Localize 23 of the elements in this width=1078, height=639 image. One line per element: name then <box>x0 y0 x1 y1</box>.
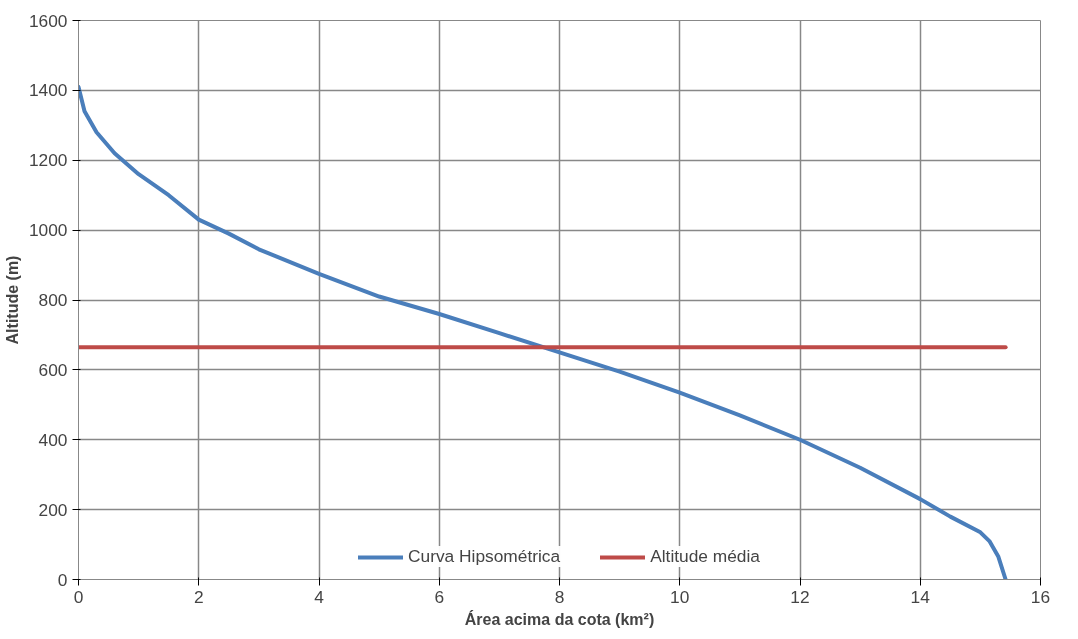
x-axis-title: Área acima da cota (km²) <box>464 609 655 628</box>
y-tick-label: 1200 <box>28 150 68 171</box>
y-tick-label: 1000 <box>28 220 68 241</box>
line-series <box>78 84 1008 580</box>
x-tick-label: 16 <box>1030 586 1051 607</box>
x-tick-label: 2 <box>193 586 204 607</box>
y-tick-label: 1600 <box>28 10 68 31</box>
x-tick-label: 6 <box>434 586 445 607</box>
x-tick-label: 8 <box>554 586 565 607</box>
y-tick-label: 600 <box>38 359 68 380</box>
x-tick-label: 14 <box>910 586 931 607</box>
x-tick-label: 0 <box>73 586 84 607</box>
legend-label: Curva Hipsométrica <box>408 546 561 567</box>
y-tick-label: 0 <box>57 569 68 590</box>
y-tick-label: 1400 <box>28 80 68 101</box>
x-tick-label: 4 <box>314 586 325 607</box>
y-tick-label: 800 <box>38 290 68 310</box>
y-axis-title: Altitude (m) <box>3 255 21 345</box>
x-tick-label: 12 <box>790 586 810 607</box>
y-tick-label: 200 <box>38 499 68 520</box>
legend-label: Altitude média <box>650 546 760 567</box>
y-tick-label: 400 <box>38 429 68 450</box>
x-tick-label: 10 <box>670 586 690 607</box>
